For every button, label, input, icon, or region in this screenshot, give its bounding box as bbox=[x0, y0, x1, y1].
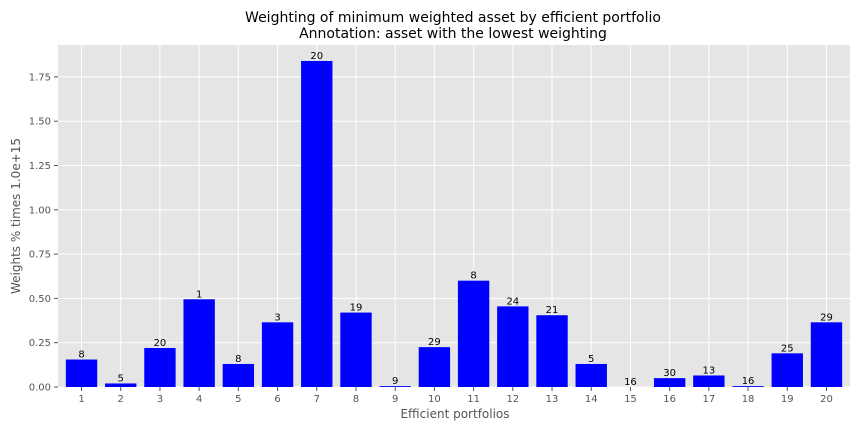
bars bbox=[65, 60, 843, 388]
data-label: 20 bbox=[154, 338, 167, 349]
data-label: 29 bbox=[820, 312, 833, 323]
bar bbox=[457, 280, 490, 387]
x-tick-label: 15 bbox=[624, 394, 637, 405]
data-label: 5 bbox=[588, 354, 594, 365]
bar bbox=[301, 60, 333, 388]
bar bbox=[536, 315, 568, 387]
bar bbox=[771, 353, 803, 387]
data-label: 19 bbox=[350, 303, 363, 314]
bar bbox=[183, 299, 215, 387]
y-axis-label: Weights % times 1.0e+15 bbox=[9, 138, 23, 294]
x-tick-label: 2 bbox=[118, 394, 124, 405]
bar bbox=[575, 363, 607, 387]
data-label: 13 bbox=[702, 365, 715, 376]
x-tick-label: 1 bbox=[78, 394, 84, 405]
bar bbox=[693, 375, 725, 387]
x-tick-label: 18 bbox=[742, 394, 755, 405]
bar bbox=[340, 312, 372, 387]
x-tick-label: 10 bbox=[428, 394, 441, 405]
x-tick-label: 6 bbox=[274, 394, 280, 405]
data-label: 21 bbox=[546, 305, 559, 316]
y-tick-label: 1.00 bbox=[29, 205, 51, 216]
x-tick-label: 11 bbox=[467, 394, 480, 405]
x-axis-label: Efficient portfolios bbox=[400, 407, 509, 421]
bar bbox=[653, 378, 686, 387]
y-tick-label: 0.25 bbox=[29, 338, 51, 349]
bar bbox=[497, 306, 529, 387]
x-tick-label: 13 bbox=[546, 394, 559, 405]
y-tick-label: 1.75 bbox=[29, 72, 51, 83]
y-tick-label: 0.50 bbox=[29, 294, 51, 305]
data-label: 30 bbox=[663, 368, 676, 379]
x-tick-label: 3 bbox=[157, 394, 163, 405]
data-label: 16 bbox=[624, 377, 637, 388]
data-label: 1 bbox=[196, 289, 202, 300]
x-tick-label: 12 bbox=[506, 394, 519, 405]
plot-area bbox=[58, 45, 850, 387]
y-tick-label: 0.00 bbox=[29, 383, 51, 394]
bar bbox=[418, 347, 451, 387]
data-label: 29 bbox=[428, 337, 441, 348]
bar bbox=[65, 359, 98, 387]
x-tick-label: 17 bbox=[702, 394, 715, 405]
data-labels: 8 5 20 1 8 3 20 19 9 29 8 24 21 5 16 30 13 16 25 29 bbox=[78, 51, 833, 388]
bar bbox=[261, 322, 294, 387]
data-label: 9 bbox=[392, 376, 398, 387]
chart-title: Weighting of minimum weighted asset by e… bbox=[245, 10, 661, 26]
data-label: 20 bbox=[310, 51, 323, 62]
y-axis-ticks: 0.00 0.25 0.50 0.75 1.00 1.25 1.50 1.75 bbox=[29, 72, 58, 394]
data-label: 8 bbox=[78, 350, 84, 361]
bar bbox=[732, 386, 764, 387]
bar bbox=[222, 363, 255, 387]
y-tick-label: 1.25 bbox=[29, 161, 51, 172]
x-tick-label: 7 bbox=[314, 394, 320, 405]
x-tick-label: 14 bbox=[585, 394, 598, 405]
data-label: 8 bbox=[470, 271, 476, 282]
x-tick-label: 16 bbox=[663, 394, 676, 405]
x-tick-label: 19 bbox=[781, 394, 794, 405]
x-tick-label: 8 bbox=[353, 394, 359, 405]
y-tick-label: 0.75 bbox=[29, 250, 51, 261]
x-tick-label: 5 bbox=[235, 394, 241, 405]
data-label: 8 bbox=[235, 354, 241, 365]
x-tick-label: 9 bbox=[392, 394, 398, 405]
data-label: 3 bbox=[274, 312, 280, 323]
chart-subtitle: Annotation: asset with the lowest weight… bbox=[299, 26, 607, 42]
data-label: 25 bbox=[781, 343, 794, 354]
data-label: 5 bbox=[118, 373, 124, 384]
data-label: 24 bbox=[506, 296, 519, 307]
bar bbox=[810, 322, 843, 387]
x-tick-label: 20 bbox=[820, 394, 833, 405]
bar bbox=[105, 383, 137, 387]
x-axis-ticks: 1 2 3 4 5 6 7 8 9 10 11 12 13 14 15 16 17 18 19 20 bbox=[78, 387, 833, 405]
bar bbox=[144, 348, 176, 387]
bar bbox=[379, 386, 411, 387]
data-label: 16 bbox=[742, 376, 755, 387]
x-tick-label: 4 bbox=[196, 394, 202, 405]
y-tick-label: 1.50 bbox=[29, 117, 51, 128]
